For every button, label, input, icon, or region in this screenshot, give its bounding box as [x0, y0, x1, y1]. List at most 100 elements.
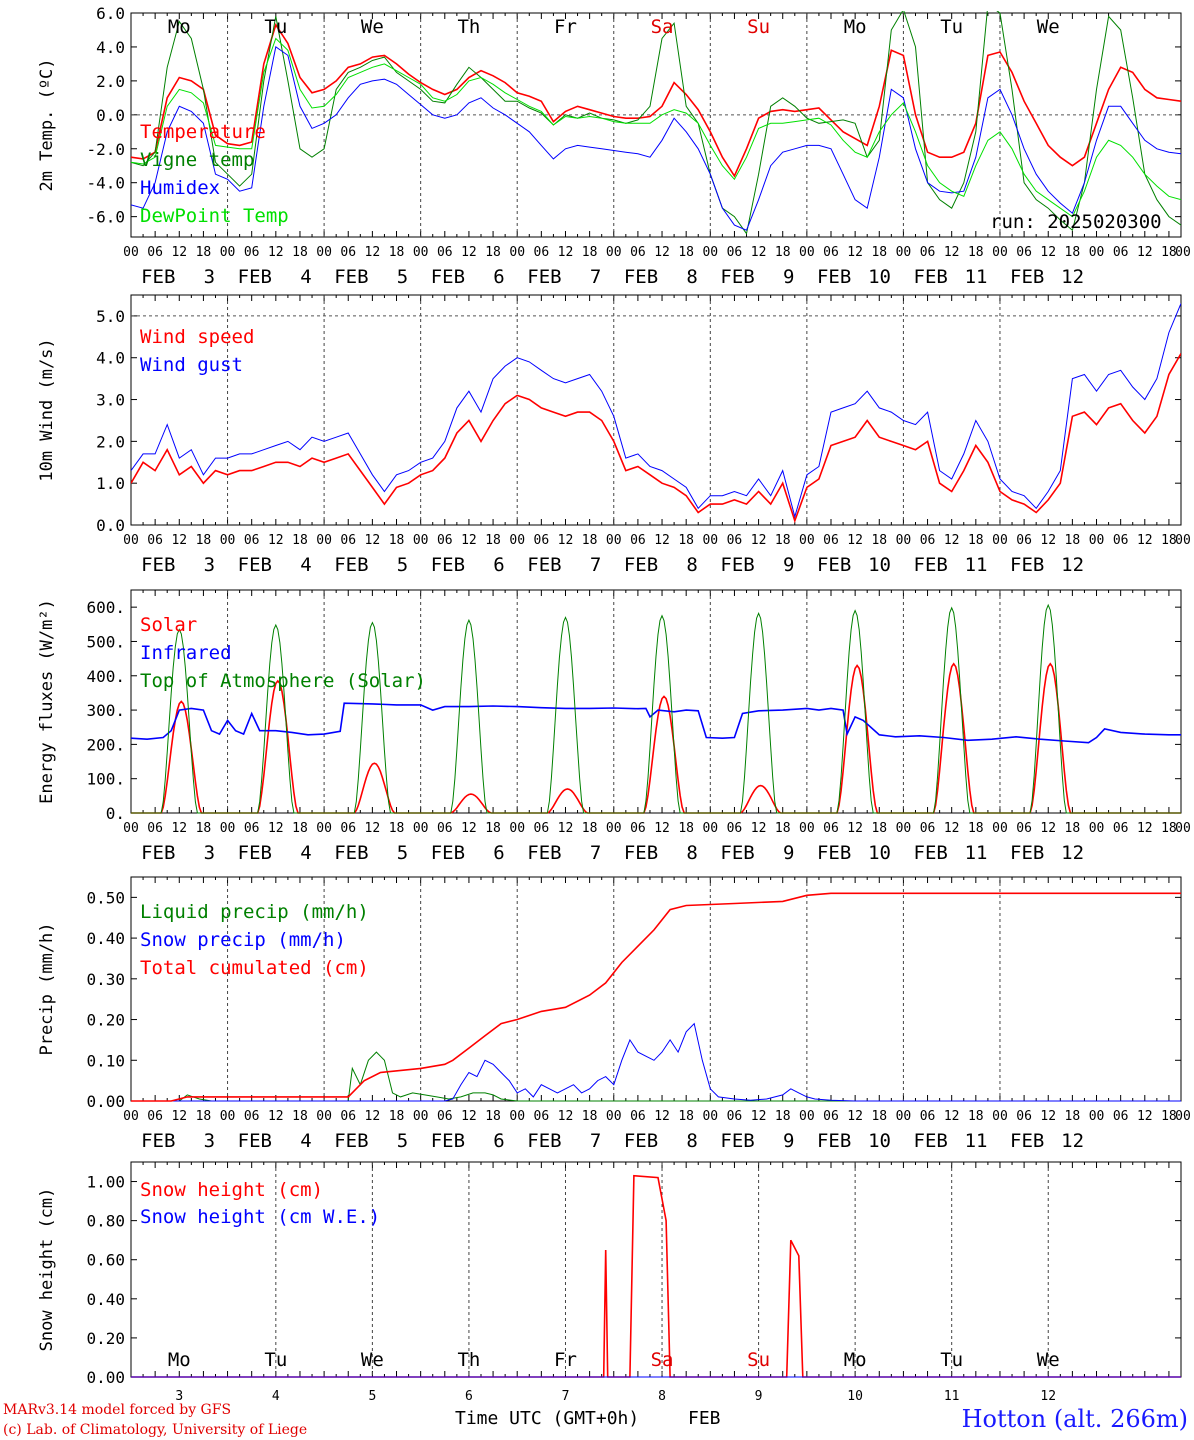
hour-tick-label: 06: [1016, 245, 1032, 260]
hour-tick-label: 18: [196, 533, 212, 548]
hour-tick-label: 06: [1113, 821, 1129, 836]
hour-tick-label: 18: [1161, 245, 1177, 260]
hour-tick-label: 18: [871, 533, 887, 548]
hour-tick-label: 00: [220, 533, 236, 548]
weekday-label: Tu: [264, 1349, 287, 1371]
hour-tick-label: 18: [775, 821, 791, 836]
legend-entry: Total cumulated (cm): [140, 957, 369, 979]
hour-tick-label: 12: [751, 821, 767, 836]
hour-tick-label: 00: [316, 1109, 332, 1124]
hour-tick-label: 12: [171, 1109, 187, 1124]
date-day: 8: [686, 554, 697, 576]
hour-tick-label: 18: [871, 821, 887, 836]
date-number: 3: [175, 1389, 183, 1404]
hour-tick-label: 12: [751, 533, 767, 548]
hour-tick-label: 12: [268, 1109, 284, 1124]
y-tick-label: 2.0: [96, 72, 125, 91]
hour-tick-label: 00: [1175, 821, 1191, 836]
hour-tick-label: 06: [823, 821, 839, 836]
hour-tick-label: 18: [292, 1109, 308, 1124]
hour-tick-label: 12: [944, 245, 960, 260]
hour-tick-label: 00: [413, 245, 429, 260]
hour-tick-label: 00: [413, 533, 429, 548]
date-month: FEB: [141, 842, 175, 864]
hour-tick-label: 18: [292, 245, 308, 260]
hour-tick-label: 18: [678, 245, 694, 260]
hour-tick-label: 18: [292, 533, 308, 548]
hour-tick-label: 12: [654, 821, 670, 836]
hour-tick-label: 00: [1175, 533, 1191, 548]
date-day: 5: [397, 554, 408, 576]
legend-entry: Humidex: [140, 177, 220, 199]
y-tick-label: 0.80: [86, 1212, 125, 1231]
y-tick-label: 4.0: [96, 38, 125, 57]
date-month: FEB: [720, 842, 754, 864]
weekday-label: Fr: [554, 16, 577, 38]
legend-entry: Infrared: [140, 642, 232, 664]
date-month: FEB: [1010, 266, 1044, 288]
hour-tick-label: 12: [365, 533, 381, 548]
date-month: FEB: [817, 266, 851, 288]
hour-tick-label: 06: [823, 533, 839, 548]
plot-frame: [130, 12, 1182, 238]
legend-entry: Temperature: [140, 121, 266, 143]
plot-frame: [130, 589, 1182, 814]
hour-tick-label: 00: [123, 533, 139, 548]
hour-tick-label: 12: [1040, 1109, 1056, 1124]
hour-tick-label: 00: [1089, 533, 1105, 548]
weekday-label: Tu: [264, 16, 287, 38]
date-number: 10: [847, 1389, 863, 1404]
y-tick-label: 0.: [106, 804, 125, 823]
weekday-label: Th: [457, 1349, 480, 1371]
hour-tick-label: 06: [920, 821, 936, 836]
hour-tick-label: 00: [509, 245, 525, 260]
date-month: FEB: [914, 554, 948, 576]
date-day: 9: [783, 1130, 794, 1152]
y-tick-label: -2.0: [86, 140, 125, 159]
date-month: FEB: [720, 266, 754, 288]
date-number: 7: [562, 1389, 570, 1404]
hour-tick-label: 00: [799, 1109, 815, 1124]
y-axis-label: Precip (mm/h): [37, 922, 57, 1055]
series-wind-speed: [131, 353, 1181, 524]
legend-entry: Wind gust: [140, 354, 243, 376]
panel-wind: 0.0 1.0 2.0 3.0 4.0 5.0 10m Wind (m/s) Wind spe…: [37, 294, 1191, 576]
hour-tick-label: 06: [244, 1109, 260, 1124]
weekday-label: Th: [457, 16, 480, 38]
hour-tick-label: 12: [751, 1109, 767, 1124]
hour-tick-label: 12: [365, 1109, 381, 1124]
run-label: run: 2025020300: [990, 211, 1162, 233]
y-tick-label: 0.30: [86, 970, 125, 989]
date-number: 12: [1040, 1389, 1056, 1404]
date-month: FEB: [334, 266, 368, 288]
station-title: Hotton (alt. 266m): [962, 1405, 1188, 1433]
y-tick-label: 400.: [86, 667, 125, 686]
date-month: FEB: [238, 554, 272, 576]
series-top-of-atmosphere-solar-: [131, 603, 1181, 814]
hour-tick-label: 06: [147, 1109, 163, 1124]
hour-tick-label: 18: [968, 245, 984, 260]
panel-snow: 0.00 0.20 0.40 0.60 0.80 1.00 Snow height (cm)…: [37, 1161, 1182, 1387]
hour-tick-label: 06: [534, 1109, 550, 1124]
hour-tick-label: 18: [1161, 1109, 1177, 1124]
y-tick-label: 0.00: [86, 1368, 125, 1387]
hour-tick-label: 00: [413, 1109, 429, 1124]
hour-tick-label: 12: [365, 821, 381, 836]
date-month: FEB: [238, 1130, 272, 1152]
hour-tick-label: 00: [606, 245, 622, 260]
series-snow-height-cm-: [131, 1174, 1181, 1378]
hour-tick-label: 18: [968, 1109, 984, 1124]
date-day: 6: [493, 266, 504, 288]
date-month: FEB: [141, 266, 175, 288]
hour-tick-label: 06: [1113, 533, 1129, 548]
series-vigne-temp: [131, 11, 1181, 235]
series-snow-precip-mm-h-: [131, 1022, 1181, 1102]
hour-tick-label: 00: [509, 821, 525, 836]
hour-tick-label: 00: [316, 533, 332, 548]
hour-tick-label: 00: [799, 245, 815, 260]
x-axis-label: Time UTC (GMT+0h): [455, 1408, 639, 1429]
legend-entry: Snow height (cm W.E.): [140, 1206, 380, 1228]
y-tick-label: 0.40: [86, 929, 125, 948]
hour-tick-label: 06: [244, 821, 260, 836]
hour-tick-label: 06: [147, 821, 163, 836]
